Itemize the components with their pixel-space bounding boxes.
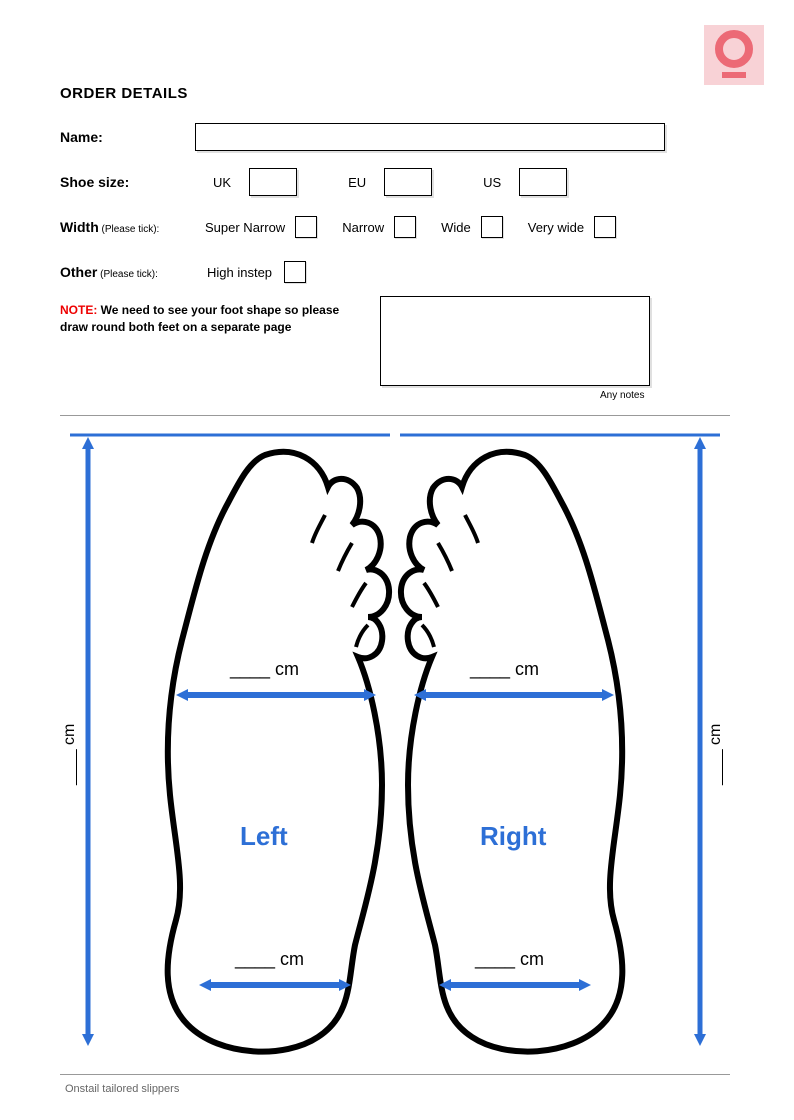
shoe-size-label: Shoe size:: [60, 174, 195, 190]
note-text: NOTE: We need to see your foot shape so …: [60, 302, 360, 336]
eu-label: EU: [348, 175, 366, 190]
uk-label: UK: [213, 175, 231, 190]
uk-input[interactable]: [249, 168, 297, 196]
super-narrow-label: Super Narrow: [205, 220, 285, 235]
footer-text: Onstail tailored slippers: [65, 1083, 179, 1095]
name-label: Name:: [60, 129, 195, 145]
narrow-checkbox[interactable]: [394, 216, 416, 238]
left-ball-cm[interactable]: ____ cm: [229, 659, 299, 680]
narrow-label: Narrow: [342, 220, 384, 235]
left-length-cm[interactable]: ____ cm: [61, 724, 78, 786]
width-row: Width (Please tick): Super Narrow Narrow…: [60, 212, 734, 242]
other-label: Other (Please tick):: [60, 264, 195, 280]
name-row: Name:: [60, 122, 734, 152]
any-notes-label: Any notes: [600, 390, 644, 401]
right-foot-label: Right: [480, 821, 547, 851]
brand-logo: [704, 25, 764, 85]
wide-checkbox[interactable]: [481, 216, 503, 238]
us-input[interactable]: [519, 168, 567, 196]
page-title: ORDER DETAILS: [60, 85, 734, 102]
footer-divider: [60, 1074, 730, 1075]
right-length-cm[interactable]: ____ cm: [707, 724, 724, 786]
high-instep-label: High instep: [207, 265, 272, 280]
very-wide-checkbox[interactable]: [594, 216, 616, 238]
foot-measurement-diagram: ____ cm ____ cm ____ cm ____ cm Left ___…: [60, 425, 730, 1065]
name-input[interactable]: [195, 123, 665, 151]
high-instep-checkbox[interactable]: [284, 261, 306, 283]
width-label: Width (Please tick):: [60, 219, 195, 235]
notes-textarea[interactable]: [380, 296, 650, 386]
very-wide-label: Very wide: [528, 220, 584, 235]
us-label: US: [483, 175, 501, 190]
divider-line: [60, 415, 730, 416]
left-heel-cm[interactable]: ____ cm: [234, 949, 304, 970]
left-foot-label: Left: [240, 821, 288, 851]
right-ball-cm[interactable]: ____ cm: [469, 659, 539, 680]
shoe-size-row: Shoe size: UK EU US: [60, 167, 734, 197]
wide-label: Wide: [441, 220, 471, 235]
super-narrow-checkbox[interactable]: [295, 216, 317, 238]
other-row: Other (Please tick): High instep: [60, 257, 734, 287]
right-heel-cm[interactable]: ____ cm: [474, 949, 544, 970]
eu-input[interactable]: [384, 168, 432, 196]
